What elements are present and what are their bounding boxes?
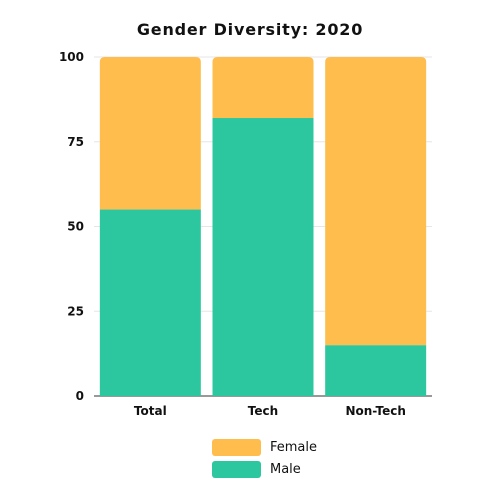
x-tick-label: Total xyxy=(134,404,167,418)
legend-swatch-female xyxy=(212,438,261,456)
y-tick-label: 75 xyxy=(67,135,84,149)
legend-item-female: Female xyxy=(212,437,317,457)
chart-legend: Female Male xyxy=(212,437,317,481)
y-tick-label: 50 xyxy=(67,220,84,234)
bar-male-non-tech xyxy=(325,345,427,396)
x-tick-label: Non-Tech xyxy=(345,404,405,418)
bar-male-tech xyxy=(212,118,314,397)
bar-female-tech xyxy=(212,57,314,119)
y-tick-label: 25 xyxy=(67,304,84,318)
x-tick-label: Tech xyxy=(248,404,278,418)
chart-title: Gender Diversity: 2020 xyxy=(136,20,364,39)
bar-male-total xyxy=(99,209,201,396)
legend-label-male: Male xyxy=(270,461,301,477)
y-tick-label: 0 xyxy=(76,389,84,403)
bar-female-total xyxy=(99,57,201,210)
legend-item-male: Male xyxy=(212,459,317,479)
bar-female-non-tech xyxy=(325,57,427,346)
legend-swatch-male xyxy=(212,460,261,478)
y-tick-label: 100 xyxy=(59,50,84,64)
legend-label-female: Female xyxy=(270,439,318,455)
